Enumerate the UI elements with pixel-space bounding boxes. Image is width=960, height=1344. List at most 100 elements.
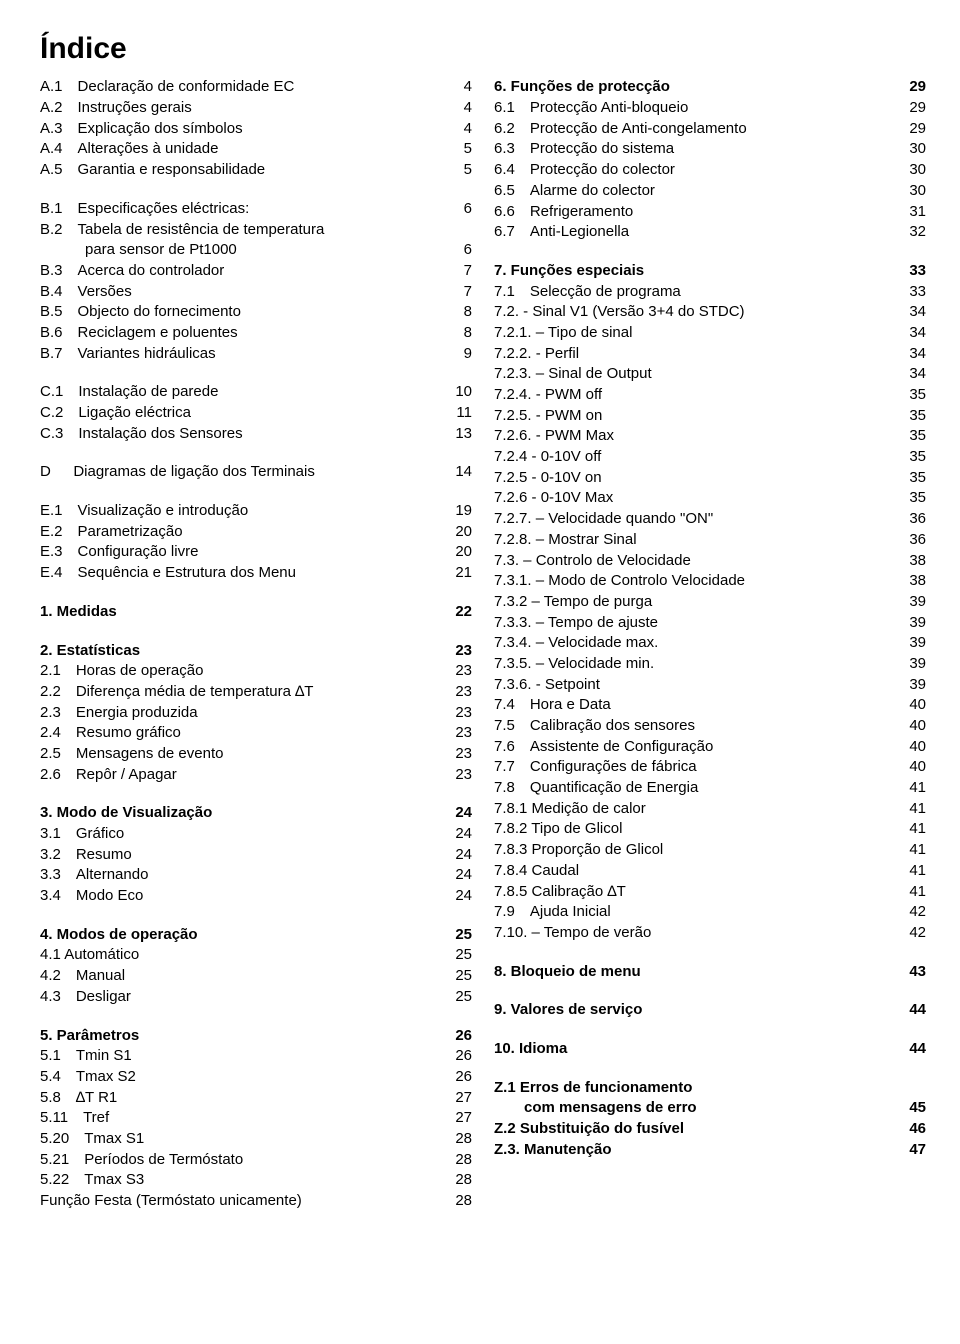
toc-entry: 5.11 Tref27 [40, 1108, 472, 1129]
toc-entry: B.6 Reciclagem e poluentes8 [40, 323, 472, 344]
toc-entry-page: 23 [448, 723, 472, 744]
toc-entry-label: 3.1 Gráfico [40, 824, 448, 845]
toc-entry: B.2 Tabela de resistência de temperatura [40, 220, 472, 241]
toc-entry-page: 9 [448, 344, 472, 365]
toc-entry-page: 20 [448, 522, 472, 543]
toc-entry: Z.1 Erros de funcionamento [494, 1078, 926, 1099]
toc-entry: 7.1 Selecção de programa33 [494, 282, 926, 303]
toc-entry: 7. Funções especiais33 [494, 261, 926, 282]
toc-entry-label: 7.8.4 Caudal [494, 861, 902, 882]
toc-entry: 4.2 Manual25 [40, 966, 472, 987]
toc-entry-label: 7.6 Assistente de Configuração [494, 737, 902, 758]
toc-entry-label: E.4 Sequência e Estrutura dos Menu [40, 563, 448, 584]
toc-entry-page: 6 [448, 240, 472, 261]
toc-entry-page: 40 [902, 695, 926, 716]
toc-entry-page: 4 [448, 77, 472, 98]
toc-entry-label: 7.2.5. - PWM on [494, 406, 902, 427]
toc-gap [494, 1021, 926, 1039]
toc-entry-label: 7.10. – Tempo de verão [494, 923, 902, 944]
toc-entry-page: 26 [448, 1026, 472, 1047]
toc-entry-label: 6.4 Protecção do colector [494, 160, 902, 181]
toc-entry-page: 40 [902, 716, 926, 737]
toc-entry-page: 42 [902, 902, 926, 923]
toc-entry-label: E.3 Configuração livre [40, 542, 448, 563]
toc-entry: 5.1 Tmin S126 [40, 1046, 472, 1067]
toc-entry: B.3 Acerca do controlador7 [40, 261, 472, 282]
toc-entry-page: 25 [448, 987, 472, 1008]
toc-entry-page: 34 [902, 302, 926, 323]
toc-entry-page: 24 [448, 886, 472, 907]
toc-gap [40, 181, 472, 199]
toc-entry-page: 8 [448, 323, 472, 344]
toc-entry: 6.2 Protecção de Anti-congelamento29 [494, 119, 926, 140]
toc-entry-label: 7.1 Selecção de programa [494, 282, 902, 303]
toc-entry: 3.1 Gráfico24 [40, 824, 472, 845]
toc-entry-page: 35 [902, 468, 926, 489]
toc-entry: E.2 Parametrização20 [40, 522, 472, 543]
toc-gap [40, 444, 472, 462]
toc-gap [40, 584, 472, 602]
toc-entry: 7.3.4. – Velocidade max.39 [494, 633, 926, 654]
toc-entry-label: 3.4 Modo Eco [40, 886, 448, 907]
toc-entry: A.3 Explicação dos símbolos4 [40, 119, 472, 140]
toc-entry-label: 6.6 Refrigeramento [494, 202, 902, 223]
toc-entry-label: 7.3.6. - Setpoint [494, 675, 902, 696]
toc-entry-label: 7.5 Calibração dos sensores [494, 716, 902, 737]
toc-entry-page: 32 [902, 222, 926, 243]
toc-entry-label: 5.22 Tmax S3 [40, 1170, 448, 1191]
toc-entry: 7.8.4 Caudal41 [494, 861, 926, 882]
toc-entry-label: para sensor de Pt1000 [40, 240, 448, 261]
toc-entry-label: 3. Modo de Visualização [40, 803, 448, 824]
toc-entry-label: 4.1 Automático [40, 945, 448, 966]
toc-entry-page: 5 [448, 160, 472, 181]
toc-entry: 7.9 Ajuda Inicial42 [494, 902, 926, 923]
toc-entry-label: A.2 Instruções gerais [40, 98, 448, 119]
toc-entry-page: 34 [902, 344, 926, 365]
toc-entry-page: 30 [902, 139, 926, 160]
toc-entry-page: 41 [902, 819, 926, 840]
toc-entry: 4.1 Automático25 [40, 945, 472, 966]
toc-entry-page: 42 [902, 923, 926, 944]
toc-entry: 5. Parâmetros26 [40, 1026, 472, 1047]
toc-entry-page: 41 [902, 840, 926, 861]
toc-entry-label: D Diagramas de ligação dos Terminais [40, 462, 448, 483]
toc-entry: com mensagens de erro45 [494, 1098, 926, 1119]
toc-entry-page: 24 [448, 824, 472, 845]
toc-entry-label: B.2 Tabela de resistência de temperatura [40, 220, 448, 241]
toc-entry-label: 5.11 Tref [40, 1108, 448, 1129]
toc-entry: 6. Funções de protecção29 [494, 77, 926, 98]
toc-entry: C.1 Instalação de parede10 [40, 382, 472, 403]
toc-entry-page: 23 [448, 641, 472, 662]
toc-entry-label: 7.3.3. – Tempo de ajuste [494, 613, 902, 634]
toc-entry-label: 7.3.5. – Velocidade min. [494, 654, 902, 675]
toc-entry: E.1 Visualização e introdução19 [40, 501, 472, 522]
toc-entry: Z.3. Manutenção47 [494, 1140, 926, 1161]
toc-entry: 2.1 Horas de operação23 [40, 661, 472, 682]
toc-entry-label: 5.4 Tmax S2 [40, 1067, 448, 1088]
toc-column-right: 6. Funções de protecção296.1 Protecção A… [494, 77, 926, 1211]
toc-entry-label: 4.2 Manual [40, 966, 448, 987]
toc-entry: 7.5 Calibração dos sensores40 [494, 716, 926, 737]
toc-gap [40, 483, 472, 501]
toc-entry-label: 9. Valores de serviço [494, 1000, 902, 1021]
toc-entry: B.7 Variantes hidráulicas9 [40, 344, 472, 365]
toc-entry-page: 39 [902, 654, 926, 675]
toc-entry-page: 25 [448, 966, 472, 987]
toc-entry-label: 7.8.1 Medição de calor [494, 799, 902, 820]
toc-entry: 10. Idioma44 [494, 1039, 926, 1060]
toc-entry-label: Z.1 Erros de funcionamento [494, 1078, 902, 1099]
toc-entry: 5.4 Tmax S226 [40, 1067, 472, 1088]
toc-entry-page: 34 [902, 323, 926, 344]
toc-entry-label: 5. Parâmetros [40, 1026, 448, 1047]
toc-entry: 7.2. - Sinal V1 (Versão 3+4 do STDC)34 [494, 302, 926, 323]
toc-entry: C.2 Ligação eléctrica11 [40, 403, 472, 424]
toc-entry-label: 2.4 Resumo gráfico [40, 723, 448, 744]
toc-gap [40, 785, 472, 803]
toc-entry-page: 8 [448, 302, 472, 323]
toc-entry-page: 28 [448, 1170, 472, 1191]
toc-entry-page: 4 [448, 98, 472, 119]
toc-gap [40, 907, 472, 925]
toc-entry-label: 2.3 Energia produzida [40, 703, 448, 724]
toc-entry: 2.2 Diferença média de temperatura ∆T23 [40, 682, 472, 703]
toc-entry-page: 23 [448, 682, 472, 703]
